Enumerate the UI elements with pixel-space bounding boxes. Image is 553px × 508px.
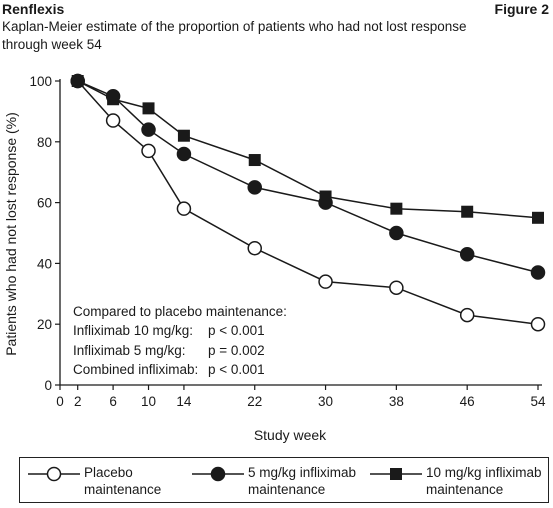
legend-item-10mg: 10 mg/kg infliximab maintenance [370, 464, 542, 498]
annotation-label-3: Combined infliximab: [73, 362, 198, 377]
filled-circle-marker-icon [192, 466, 244, 482]
x-tick-label: 10 [141, 394, 156, 409]
figure-label: Figure 2 [494, 1, 549, 17]
open-circle-marker-icon [28, 466, 80, 482]
annotation-value-3: p < 0.001 [208, 362, 265, 377]
series-layer [70, 73, 546, 332]
y-tick-label: 40 [37, 256, 52, 271]
x-tick-label: 6 [109, 394, 117, 409]
data-point [532, 211, 544, 224]
y-tick-label: 80 [37, 135, 52, 150]
x-tick-label: 46 [460, 394, 475, 409]
data-point [390, 202, 403, 215]
series-line [77, 80, 539, 325]
x-tick-label: 30 [318, 394, 333, 409]
y-tick-label: 100 [29, 74, 52, 89]
legend-label-placebo: Placebo maintenance [84, 465, 162, 497]
legend-item-5mg: 5 mg/kg infliximab maintenance [192, 464, 356, 498]
brand-title: Renflexis [2, 1, 65, 17]
data-point [461, 205, 474, 218]
x-tick-label: 0 [56, 394, 64, 409]
filled-square-marker-icon [370, 468, 422, 480]
data-point [141, 122, 156, 137]
data-point [247, 240, 262, 256]
y-tick-label: 60 [37, 196, 52, 211]
x-tick-label: 38 [389, 394, 404, 409]
data-point [530, 316, 546, 332]
y-axis-label: Patients who had not lost response (%) [3, 112, 19, 356]
annotation-value-2: p = 0.002 [208, 343, 265, 358]
y-tick-label: 20 [37, 317, 52, 332]
data-point [459, 247, 475, 262]
x-tick-label: 2 [74, 394, 82, 409]
data-point [389, 280, 404, 295]
series-2 [71, 75, 544, 224]
data-point [105, 113, 121, 128]
legend-item-placebo: Placebo maintenance [28, 464, 161, 498]
x-tick-label: 22 [247, 394, 262, 409]
data-point [176, 201, 192, 216]
legend-label-10mg: 10 mg/kg infliximab maintenance [426, 465, 542, 497]
p-value-annotation: Compared to placebo maintenance: Inflixi… [73, 304, 287, 377]
annotation-heading: Compared to placebo maintenance: [73, 304, 287, 319]
data-point [247, 180, 262, 195]
annotation-label-1: Infliximab 10 mg/kg: [73, 323, 193, 338]
data-point [177, 129, 190, 142]
legend-label-5mg: 5 mg/kg infliximab maintenance [248, 465, 357, 497]
y-tick-label: 0 [44, 378, 52, 393]
data-point [459, 307, 475, 323]
chart-subtitle: Kaplan-Meier estimate of the proportion … [2, 19, 467, 52]
data-point [248, 154, 261, 167]
series-1 [70, 73, 546, 280]
chart-legend: Placebo maintenance 5 mg/kg infliximab m… [19, 457, 549, 503]
series-0 [70, 73, 546, 332]
annotation-label-2: Infliximab 5 mg/kg: [73, 343, 186, 358]
x-tick-label: 54 [530, 394, 546, 409]
data-point [141, 143, 156, 159]
data-point [107, 93, 120, 106]
x-axis-label: Study week [254, 427, 327, 443]
data-point [71, 75, 84, 87]
data-point [318, 274, 333, 289]
data-point [142, 102, 155, 115]
data-point [176, 146, 192, 162]
annotation-value-1: p < 0.001 [208, 323, 265, 338]
data-point [389, 225, 404, 241]
data-point [319, 190, 332, 203]
x-tick-label: 14 [176, 394, 192, 409]
data-point [530, 265, 546, 280]
